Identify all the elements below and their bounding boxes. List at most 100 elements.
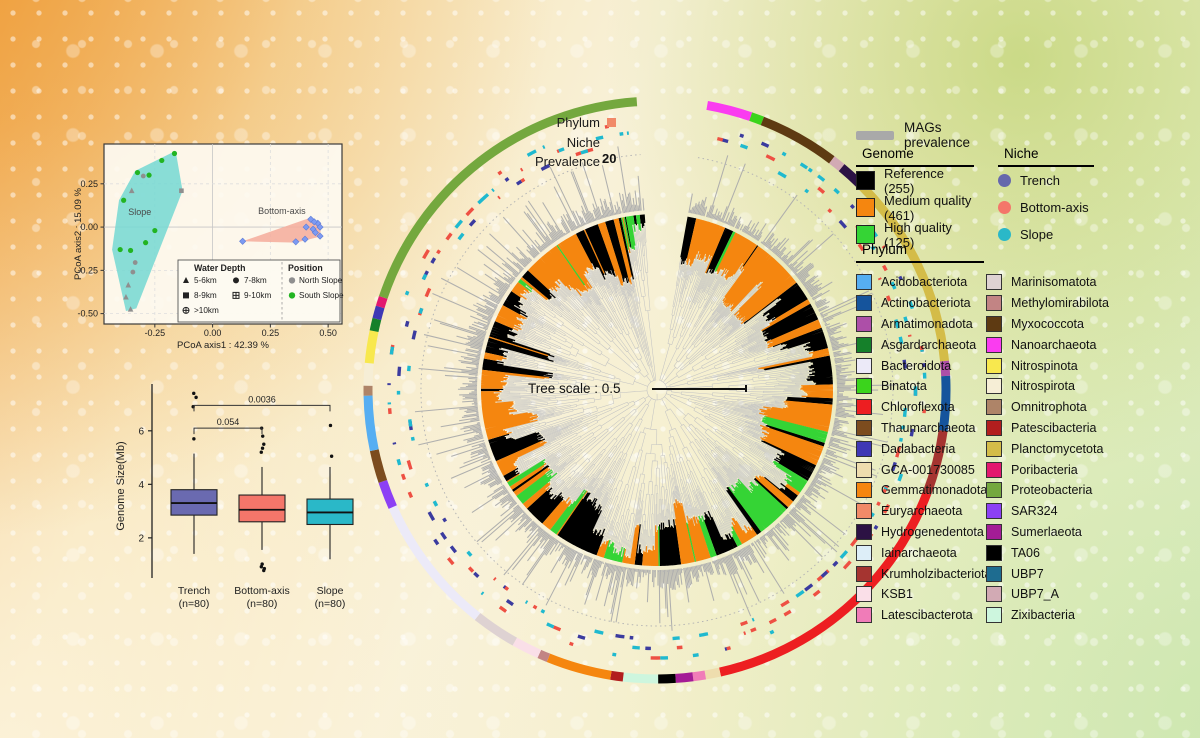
circular-phylogenetic-tree <box>363 97 951 684</box>
phylum-item-label: Omnitrophota <box>1011 400 1087 415</box>
svg-text:PCoA axis1 : 42.39 %: PCoA axis1 : 42.39 % <box>177 340 269 351</box>
tree-scale-bar <box>652 385 747 392</box>
phylum-swatch <box>986 586 1002 603</box>
svg-text:4: 4 <box>138 480 144 491</box>
phylum-item-label: Bacteroidota <box>881 358 952 373</box>
phylum-ring-Myxococcota <box>760 116 835 164</box>
phylum-item-label: Hydrogenedentota <box>881 524 984 539</box>
phylum-item-label: Iainarchaeota <box>881 545 957 560</box>
phylum-item-label: Proteobacteria <box>1011 483 1093 498</box>
phylum-ring-Proteobacteria <box>378 97 638 299</box>
phylum-item-label: Marinisomatota <box>1011 275 1097 290</box>
phylum-ring-Acidobacteriota <box>363 395 379 452</box>
phylum-legend-item: GCA-001730085 <box>856 459 991 480</box>
niche-legend-item: Bottom-axis <box>998 194 1094 221</box>
svg-text:2: 2 <box>138 533 144 544</box>
phylum-legend-title: Phylum <box>856 242 984 263</box>
genome-legend: Genome Reference (255) Medium quality (46… <box>856 146 974 250</box>
phylum-legend-item: Binatota <box>856 376 991 397</box>
phylum-ring-Actinobacteriota <box>938 375 951 432</box>
phylum-item-label: Dadabacteria <box>881 441 956 456</box>
phylum-item-label: Nitrospinota <box>1011 358 1078 373</box>
phylum-item-label: Nanoarchaeota <box>1011 337 1097 352</box>
pcoa-hull <box>242 218 322 243</box>
ring-label-phylum: Phylum <box>556 115 600 130</box>
svg-text:5-6km: 5-6km <box>194 276 217 285</box>
phylum-item-label: Latescibacterota <box>881 608 973 623</box>
phylum-legend-item: Thaumarchaeota <box>856 418 991 439</box>
phylum-legend-item: Zixibacteria <box>986 605 1109 626</box>
phylum-ring-Bacteroidota <box>388 505 481 621</box>
phylum-item-label: GCA-001730085 <box>881 462 975 477</box>
svg-text:6: 6 <box>138 426 144 437</box>
phylum-legend-item: TA06 <box>986 542 1109 563</box>
genome-item-label: High quality (125) <box>884 219 952 250</box>
phylum-ring-Krumholzibacteriota <box>922 430 948 496</box>
prevalence-bars <box>414 146 898 631</box>
svg-text:8-9km: 8-9km <box>194 291 217 300</box>
phylum-ring-TA06 <box>658 673 676 684</box>
phylum-legend: Phylum <box>856 242 984 263</box>
phylum-ring-Zixibacteria <box>622 672 659 684</box>
phylum-legend-item: Krumholzibacteriota <box>856 563 991 584</box>
genome-swatch <box>856 198 875 217</box>
phylum-ring-Latescibacterota <box>692 670 707 682</box>
phylum-item-label: TA06 <box>1011 545 1040 560</box>
ring-label-prevalence: Prevalence <box>534 154 600 169</box>
phylum-ring-Marinisomatota <box>474 612 518 646</box>
phylum-ring-UBP7_A <box>829 156 845 172</box>
phylum-ring-GCA-001730085 <box>704 667 721 680</box>
niche-ring-Slope <box>387 131 927 660</box>
svg-text:Slope: Slope <box>128 207 151 217</box>
phylum-legend-item: Nitrospirota <box>986 376 1109 397</box>
svg-text:9-10km: 9-10km <box>244 291 271 300</box>
phylum-ring-Asgardarchaeota <box>369 317 382 333</box>
phylum-swatch <box>856 440 872 457</box>
svg-text:-0.25: -0.25 <box>77 265 98 275</box>
genome-legend-item: High quality (125) <box>856 219 974 250</box>
niche-swatch <box>998 228 1011 241</box>
genome-legend-title: Genome <box>856 146 974 167</box>
phylum-item-label: Euryarchaeota <box>881 504 963 519</box>
mags-prevalence-label: MAGs prevalence <box>904 120 971 150</box>
phylum-item-label: Actinobacteriota <box>881 296 971 311</box>
phylum-ring-Binatota <box>749 112 765 126</box>
phylum-swatch <box>986 607 1002 624</box>
phylum-swatch <box>856 315 872 332</box>
genome-legend-item: Reference (255) <box>856 166 974 196</box>
phylum-item-label: Gemmatimonadota <box>881 483 988 498</box>
phylum-legend-item: Gemmatimonadota <box>856 480 991 501</box>
phylum-legend-item: Bacteroidota <box>856 355 991 376</box>
quality-bars-High-quality <box>507 214 828 566</box>
phylum-swatch <box>856 461 872 478</box>
phylum-item-label: Acidobacteriota <box>881 275 968 290</box>
phylum-legend-item: Actinobacteriota <box>856 293 991 314</box>
phylum-swatch <box>856 586 872 603</box>
svg-text:(n=80): (n=80) <box>247 598 278 610</box>
niche-ring-Bottom-axis <box>387 124 926 660</box>
phylum-swatch <box>986 544 1002 561</box>
svg-text:PCoA axis2 : 15.09 %: PCoA axis2 : 15.09 % <box>73 188 84 280</box>
phylum-legend-item: Patescibacteria <box>986 418 1109 439</box>
ring-label-niche: Niche <box>566 135 600 150</box>
phylum-swatch <box>986 503 1002 520</box>
phylum-legend-item: UBP7 <box>986 563 1109 584</box>
phylum-swatch <box>856 565 872 582</box>
phylum-swatch <box>856 482 872 499</box>
svg-text:0.00: 0.00 <box>80 222 98 232</box>
phylum-legend-item: Planctomycetota <box>986 438 1109 459</box>
phylum-item-label: Sumerlaeota <box>1011 524 1082 539</box>
pcoa-plot: -0.25 0.00 0.25 0.50 0.25 0.00 -0.25 -0.50 Slope… <box>73 143 344 351</box>
tree-scale-label: Tree scale : 0.5 <box>528 381 621 396</box>
phylum-legend-item: Armatimonadota <box>856 314 991 335</box>
phylum-swatch <box>986 274 1002 291</box>
phylum-swatch <box>856 503 872 520</box>
quality-bars-Reference <box>480 214 833 566</box>
phylum-item-label: KSB1 <box>881 587 913 602</box>
phylum-ring-SAR324 <box>378 479 397 509</box>
phylum-legend-item: Latescibacterota <box>856 605 991 626</box>
phylum-legend-item: Hydrogenedentota <box>856 522 991 543</box>
phylum-ring-start-swatch <box>607 118 616 127</box>
phylum-ring-Planctomycetota <box>856 181 950 362</box>
